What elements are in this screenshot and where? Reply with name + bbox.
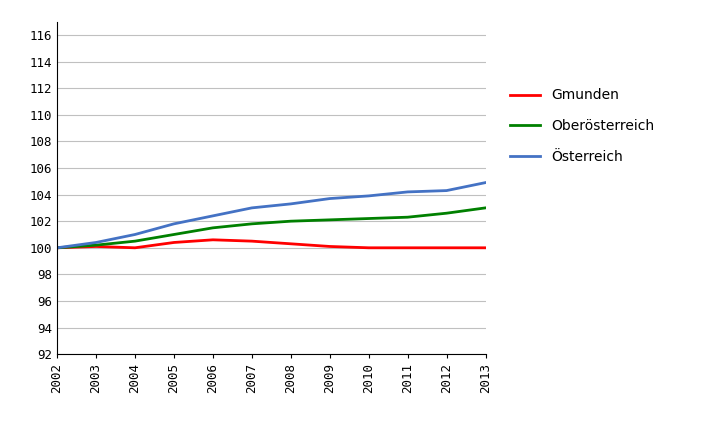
Legend: Gmunden, Oberösterreich, Österreich: Gmunden, Oberösterreich, Österreich: [510, 89, 655, 164]
